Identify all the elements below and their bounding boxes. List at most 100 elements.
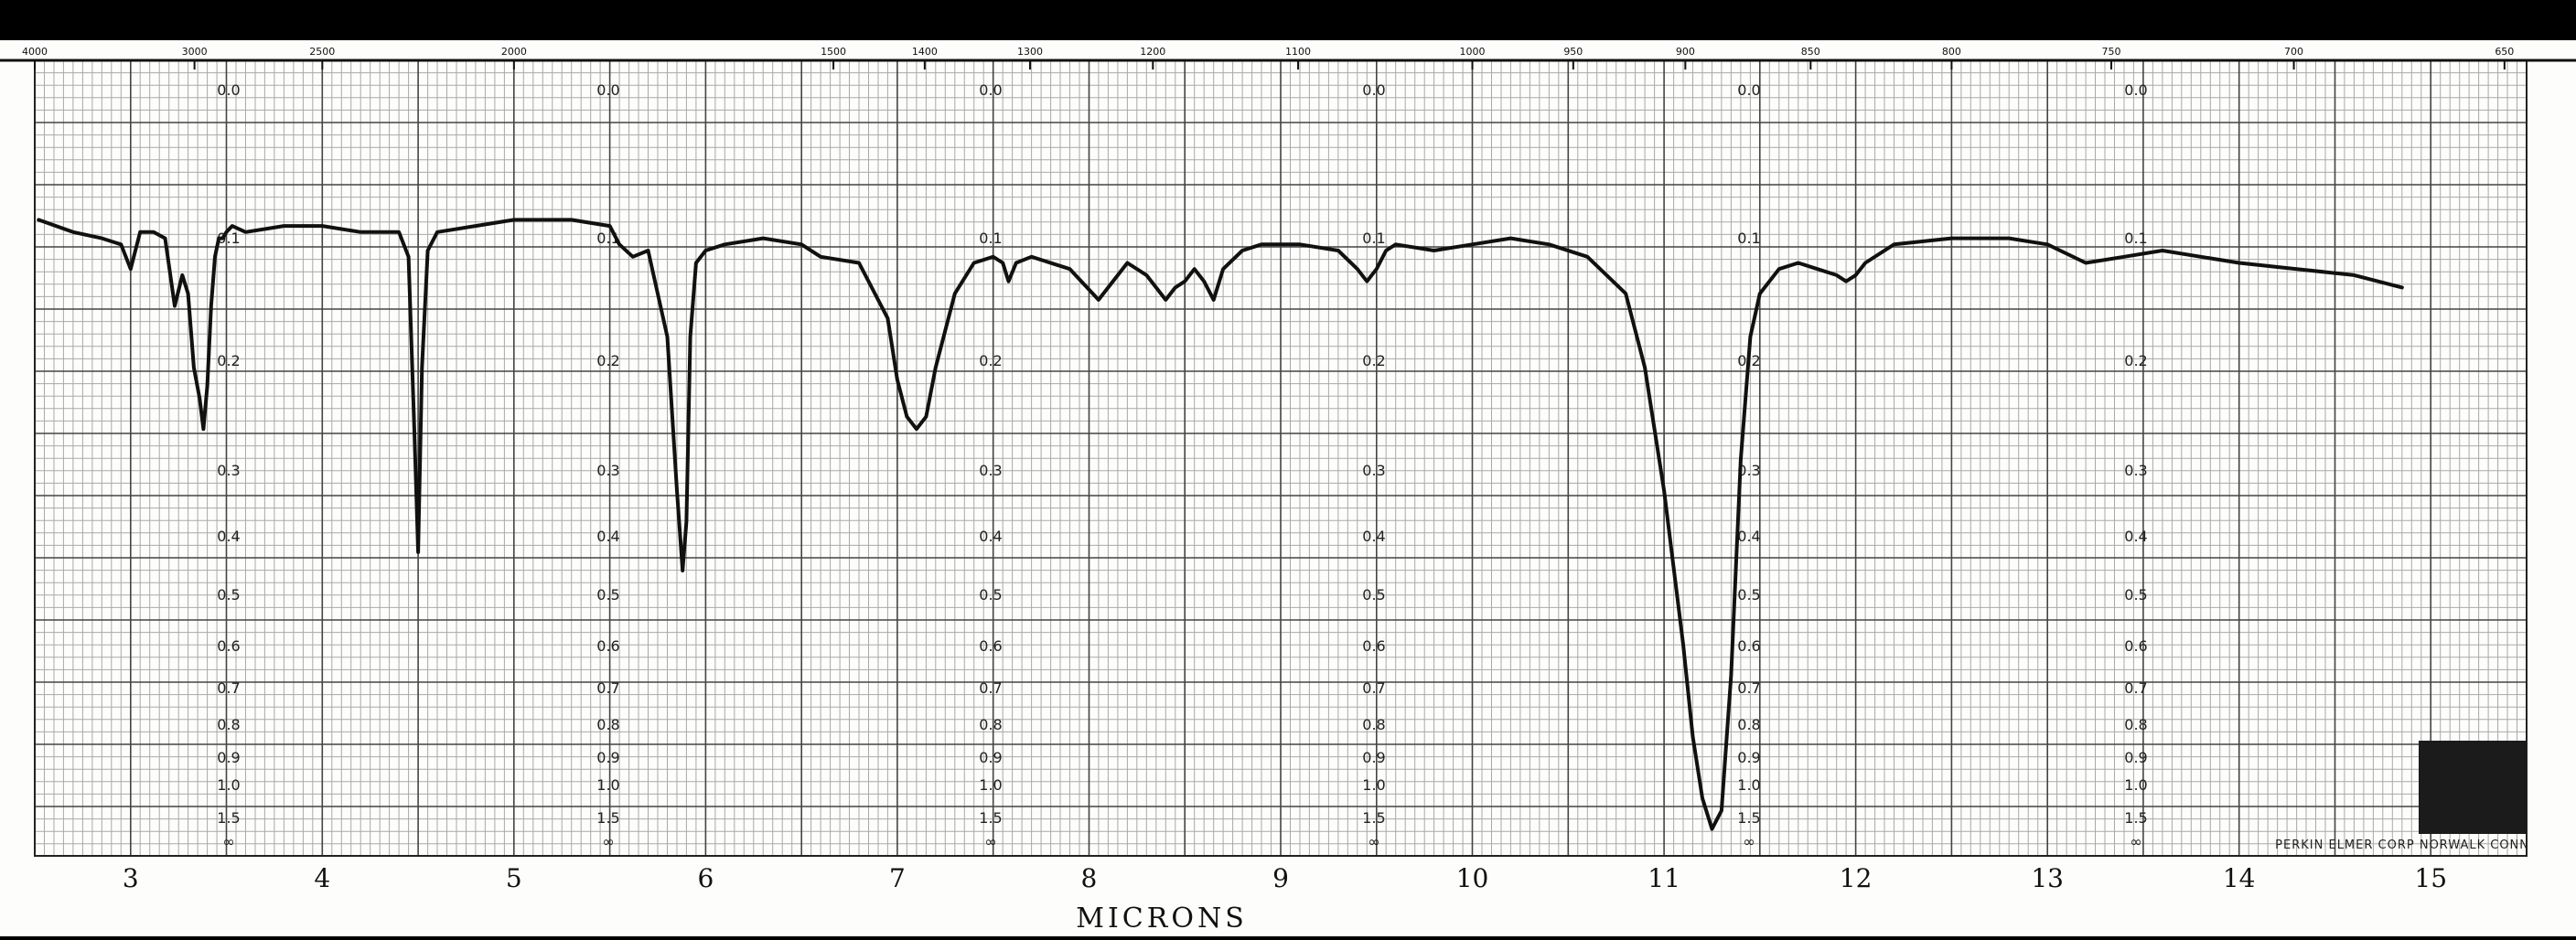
micron-tick-label: 9 bbox=[1272, 863, 1289, 893]
absorbance-label: 0.6 bbox=[596, 637, 619, 655]
absorbance-label: 0.1 bbox=[1362, 230, 1385, 247]
absorbance-label: 0.0 bbox=[2124, 81, 2147, 99]
absorbance-label: 0.7 bbox=[1362, 679, 1385, 697]
absorbance-label: 1.5 bbox=[2124, 809, 2147, 827]
wavenumber-tick-label: 1200 bbox=[1140, 46, 1165, 58]
absorbance-label: 0.8 bbox=[979, 716, 1002, 733]
spectrum-trace bbox=[37, 218, 2404, 831]
absorbance-label: 0.6 bbox=[1362, 637, 1385, 655]
absorbance-label: 0.7 bbox=[596, 679, 619, 697]
absorbance-label: ∞ bbox=[1743, 833, 1755, 850]
micron-scale: 3 4 5 6 7 8 9 10 11 12 13 14 15 bbox=[123, 863, 2447, 893]
wavenumber-tick-label: 1100 bbox=[1285, 46, 1311, 58]
wavenumber-tick-label: 850 bbox=[1801, 46, 1820, 58]
absorbance-label: 0.6 bbox=[2124, 637, 2147, 655]
absorbance-label: ∞ bbox=[984, 833, 996, 850]
absorbance-label: 1.0 bbox=[979, 776, 1002, 794]
micron-tick-label: 4 bbox=[314, 863, 330, 893]
absorbance-label: 0.8 bbox=[2124, 716, 2147, 733]
absorbance-label: 1.0 bbox=[596, 776, 619, 794]
absorbance-label: 0.5 bbox=[2124, 586, 2147, 604]
manufacturer-note: PERKIN ELMER CORP NORWALK CONN bbox=[2275, 839, 2529, 852]
absorbance-label: 1.0 bbox=[1362, 776, 1385, 794]
micron-tick-label: 8 bbox=[1081, 863, 1098, 893]
absorbance-label: ∞ bbox=[222, 833, 234, 850]
absorbance-label: 1.5 bbox=[217, 809, 240, 827]
micron-tick-label: 14 bbox=[2223, 863, 2256, 893]
absorbance-label: 0.7 bbox=[979, 679, 1002, 697]
absorbance-label: 0.2 bbox=[1362, 352, 1385, 369]
absorbance-label: 0.3 bbox=[1362, 462, 1385, 479]
absorbance-label: 0.4 bbox=[1362, 528, 1385, 545]
wavenumber-tick-label: 800 bbox=[1942, 46, 1961, 58]
wavenumber-tick-label: 750 bbox=[2102, 46, 2121, 58]
absorbance-label: 0.5 bbox=[217, 586, 240, 604]
ink-block bbox=[2419, 741, 2527, 834]
absorbance-label: 0.1 bbox=[217, 230, 240, 247]
absorbance-label: 0.4 bbox=[1737, 528, 1760, 545]
micron-tick-label: 12 bbox=[1840, 863, 1873, 893]
wavenumber-tick-label: 650 bbox=[2495, 46, 2514, 58]
absorbance-label: 0.3 bbox=[2124, 462, 2147, 479]
absorbance-label: 0.9 bbox=[1737, 749, 1760, 766]
wavenumber-tick-label: 950 bbox=[1563, 46, 1583, 58]
absorbance-label: 0.3 bbox=[596, 462, 619, 479]
absorbance-label: 0.1 bbox=[979, 230, 1002, 247]
absorbance-label: 0.8 bbox=[596, 716, 619, 733]
absorbance-label: 0.3 bbox=[217, 462, 240, 479]
chart-paper: 4000 3000 2500 2000 1500 1400 1300 1200 1100 1000… bbox=[0, 40, 2576, 936]
absorbance-label: 0.4 bbox=[979, 528, 1002, 545]
absorbance-label: 1.5 bbox=[1362, 809, 1385, 827]
absorbance-label: 0.9 bbox=[1362, 749, 1385, 766]
absorbance-label: 0.2 bbox=[979, 352, 1002, 369]
absorbance-label: 0.6 bbox=[979, 637, 1002, 655]
wavenumber-tick-label: 1500 bbox=[821, 46, 846, 58]
wavenumber-tick-label: 2500 bbox=[309, 46, 335, 58]
absorbance-label: 0.2 bbox=[217, 352, 240, 369]
wavenumber-tick-label: 1400 bbox=[912, 46, 938, 58]
absorbance-label: 0.7 bbox=[2124, 679, 2147, 697]
absorbance-label: 0.4 bbox=[2124, 528, 2147, 545]
absorbance-label: ∞ bbox=[1368, 833, 1379, 850]
spectrum-svg: 4000 3000 2500 2000 1500 1400 1300 1200 1100 1000… bbox=[0, 46, 2576, 935]
absorbance-label: 1.0 bbox=[217, 776, 240, 794]
micron-tick-label: 6 bbox=[697, 863, 714, 893]
absorbance-label: 0.0 bbox=[1362, 81, 1385, 99]
absorbance-label: 0.0 bbox=[1737, 81, 1760, 99]
absorbance-label: 0.9 bbox=[2124, 749, 2147, 766]
absorbance-label: 0.5 bbox=[596, 586, 619, 604]
absorbance-label: 0.4 bbox=[596, 528, 619, 545]
wavenumber-tick-label: 2000 bbox=[501, 46, 527, 58]
absorbance-label: 0.4 bbox=[217, 528, 240, 545]
absorbance-label: ∞ bbox=[602, 833, 614, 850]
absorbance-label: 0.2 bbox=[596, 352, 619, 369]
micron-tick-label: 13 bbox=[2031, 863, 2064, 893]
wavenumber-tick-label: 1000 bbox=[1460, 46, 1486, 58]
absorbance-label: 1.0 bbox=[1737, 776, 1760, 794]
micron-tick-label: 3 bbox=[123, 863, 139, 893]
absorbance-label: 1.5 bbox=[979, 809, 1002, 827]
absorbance-label: 1.0 bbox=[2124, 776, 2147, 794]
absorbance-label: 0.8 bbox=[1362, 716, 1385, 733]
absorbance-label: 0.1 bbox=[2124, 230, 2147, 247]
absorbance-label: 0.8 bbox=[1737, 716, 1760, 733]
wavenumber-tick-label: 1300 bbox=[1017, 46, 1043, 58]
micron-tick-label: 5 bbox=[506, 863, 522, 893]
absorbance-label: 0.5 bbox=[979, 586, 1002, 604]
micron-tick-label: 10 bbox=[1456, 863, 1489, 893]
x-axis-label: MICRONS bbox=[1076, 903, 1248, 935]
micron-tick-label: 15 bbox=[2414, 863, 2447, 893]
absorbance-label: 0.0 bbox=[979, 81, 1002, 99]
absorbance-label: 0.6 bbox=[1737, 637, 1760, 655]
absorbance-label: 0.9 bbox=[217, 749, 240, 766]
absorbance-label: 0.9 bbox=[596, 749, 619, 766]
wavenumber-tick-label: 900 bbox=[1676, 46, 1695, 58]
absorbance-label: 0.2 bbox=[2124, 352, 2147, 369]
absorbance-label: 0.0 bbox=[217, 81, 240, 99]
absorbance-label: 0.3 bbox=[979, 462, 1002, 479]
wavenumber-scale: 4000 3000 2500 2000 1500 1400 1300 1200 1100 1000… bbox=[0, 46, 2576, 69]
micron-tick-label: 7 bbox=[889, 863, 906, 893]
wavenumber-tick-label: 3000 bbox=[182, 46, 208, 58]
absorbance-label: ∞ bbox=[2130, 833, 2141, 850]
